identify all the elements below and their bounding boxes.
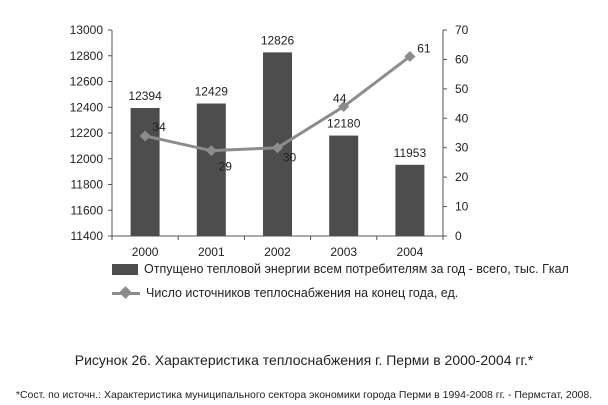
- line-point-2003: [338, 101, 350, 113]
- y-right-tick-label: 10: [455, 200, 469, 214]
- line-label-2001: 29: [219, 160, 233, 174]
- bar-2001: [196, 103, 226, 236]
- line-label-2004: 61: [417, 41, 431, 55]
- line-label-2000: 34: [152, 120, 166, 134]
- y-left-tick-label: 12400: [70, 100, 104, 114]
- data-labels: 12394 12429 12826 12180 11953 34 29 30 44 61: [128, 33, 430, 173]
- y-right-tick-label: 50: [455, 82, 469, 96]
- y-left-tick-label: 11400: [71, 229, 104, 243]
- legend-item-bars: Отпущено тепловой энергии всем потребите…: [112, 262, 569, 276]
- y-left-tick-label: 12200: [70, 126, 104, 140]
- source-note: *Сост. по источн.: Характеристика муници…: [15, 389, 593, 401]
- bar-2000: [130, 108, 160, 236]
- figure-caption: Рисунок 26. Характеристика теплоснабжени…: [74, 352, 534, 368]
- line-label-2003: 44: [333, 92, 347, 106]
- bar-label-2002: 12826: [261, 33, 295, 47]
- x-tick-label: 2003: [330, 245, 357, 259]
- y-right-tick-label: 30: [455, 141, 469, 155]
- legend-line-label: Число источников теплоснабжения на конец…: [146, 286, 459, 300]
- line-point-2000: [139, 130, 151, 142]
- legend-bar-label: Отпущено тепловой энергии всем потребите…: [144, 262, 569, 276]
- bar-label-2004: 11953: [394, 146, 427, 160]
- x-tick-label: 2001: [198, 245, 225, 259]
- x-tick-label: 2002: [264, 245, 291, 259]
- y-left-tick-label: 11800: [71, 178, 104, 192]
- bar-label-2003: 12180: [327, 117, 361, 131]
- y-left-tick-label: 11600: [71, 203, 104, 217]
- line-label-2002: 30: [283, 151, 297, 165]
- bar-2004: [395, 164, 425, 236]
- line-series: [139, 50, 416, 157]
- line-point-2004: [404, 50, 416, 62]
- y-left-tick-label: 12600: [70, 75, 104, 89]
- x-tick-label: 2004: [397, 245, 424, 259]
- line-point-2001: [205, 145, 217, 157]
- legend-item-line: Число источников теплоснабжения на конец…: [112, 286, 458, 300]
- bar-label-2000: 12394: [128, 89, 162, 103]
- y-right-tick-label: 40: [455, 111, 469, 125]
- y-right-tick-label: 60: [455, 52, 469, 66]
- y-right-tick-label: 20: [455, 170, 469, 184]
- y-left-tick-label: 12000: [70, 152, 104, 166]
- y-right-tick-label: 0: [455, 229, 462, 243]
- line-point-2002: [272, 142, 283, 154]
- x-tick-label: 2000: [132, 245, 159, 259]
- legend-line-swatch: [112, 287, 140, 299]
- y-left-tick-label: 12800: [70, 49, 104, 63]
- y-right-tick-label: 70: [455, 23, 469, 37]
- combo-chart: 11400 11600 11800 12000 12200 12400 12600 12800…: [70, 23, 469, 259]
- y-left-tick-label: 13000: [70, 23, 104, 37]
- legend-bar-swatch: [112, 263, 138, 275]
- bar-label-2001: 12429: [195, 85, 229, 99]
- bar-2003: [329, 135, 359, 236]
- chart-axes: 11400 11600 11800 12000 12200 12400 12600 12800…: [70, 23, 469, 259]
